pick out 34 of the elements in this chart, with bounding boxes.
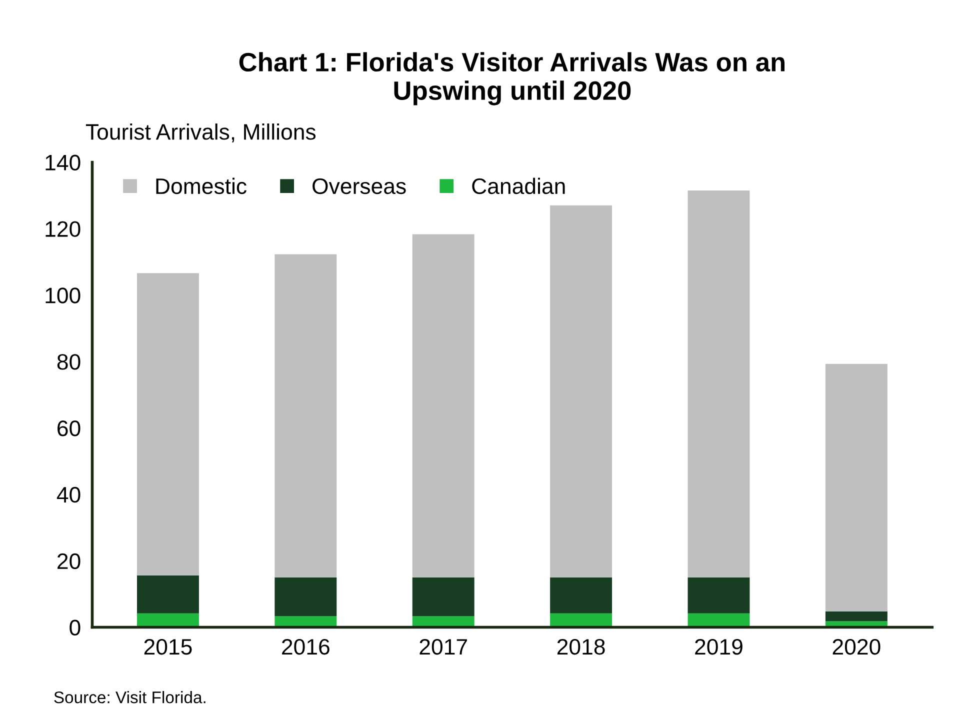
legend-label: Overseas — [312, 178, 406, 194]
y-tick-label: 20 — [58, 553, 80, 570]
x-tick-label: 2016 — [282, 638, 330, 655]
y-tick-label: 60 — [58, 420, 80, 436]
bar — [136, 273, 199, 576]
bar — [688, 190, 750, 578]
bar — [825, 611, 888, 622]
bar — [550, 205, 612, 578]
bar — [825, 364, 888, 612]
y-tick-label: 100 — [46, 288, 80, 304]
bar — [136, 613, 199, 628]
x-tick-label: 2015 — [144, 638, 192, 655]
y-tick-label: 80 — [57, 354, 80, 370]
x-tick-label: 2018 — [557, 638, 605, 655]
y-tick-label: 140 — [46, 154, 80, 170]
x-tick-label: 2017 — [420, 638, 467, 655]
bar — [136, 575, 199, 614]
bar — [412, 234, 474, 578]
legend-label: Canadian — [472, 178, 565, 194]
source-note: Source: Visit Florida. — [54, 691, 206, 704]
bar — [274, 577, 337, 616]
y-tick-label: 0 — [70, 620, 80, 636]
chart-title: Chart 1: Florida's Visitor Arrivals Was on an Upswing until 2020 — [239, 52, 785, 106]
bar — [550, 613, 612, 628]
bar — [550, 577, 612, 614]
bar — [412, 577, 474, 616]
x-tick-label: 2019 — [695, 638, 742, 655]
y-tick-label: 40 — [56, 486, 80, 503]
bar — [688, 577, 750, 614]
y-axis-title: Tourist Arrivals, Millions — [86, 123, 316, 142]
legend-label: Domestic — [156, 178, 246, 194]
y-tick-label: 120 — [46, 221, 80, 237]
bar — [274, 254, 337, 578]
x-tick-label: 2020 — [832, 638, 880, 655]
